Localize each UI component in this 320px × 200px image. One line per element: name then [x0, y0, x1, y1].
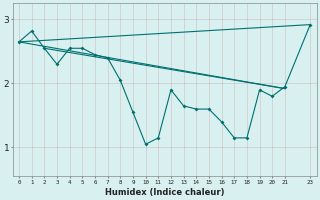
X-axis label: Humidex (Indice chaleur): Humidex (Indice chaleur) — [105, 188, 224, 197]
